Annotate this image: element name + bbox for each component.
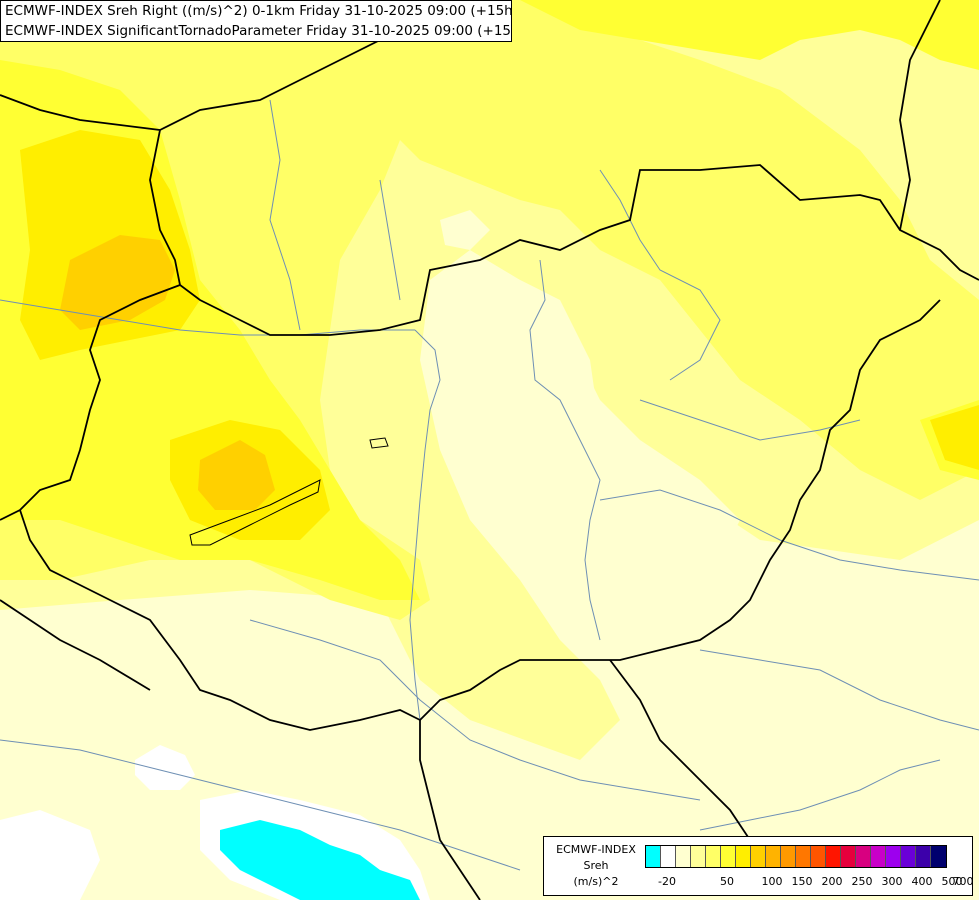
field-dark-region-2 [198,440,275,510]
legend-swatch [826,846,841,867]
river-danube-south [699,759,941,831]
river-drava [249,619,701,801]
legend-swatch [916,846,931,867]
border-bosnia [0,599,151,691]
field-cyan-region [220,820,420,900]
legend-swatch [766,846,781,867]
river-morava [269,99,301,331]
lake-balaton [189,479,321,546]
legend-param: Sreh [583,859,609,872]
legend-source: ECMWF-INDEX [556,843,636,856]
legend-swatch [736,846,751,867]
legend-swatch [706,846,721,867]
border-romania-serbia [419,299,941,721]
legend-tick-label: -20 [658,875,676,888]
legend-swatch [661,846,676,867]
field-white-patch-3 [0,810,100,900]
border-croatia-serbia [419,720,481,900]
legend-swatch [721,846,736,867]
field-dark-region [60,235,175,330]
legend-tick-label: 500 [941,875,963,888]
river-sava [0,739,521,871]
legend-swatch [781,846,796,867]
river-mures [599,489,979,581]
river-north [599,169,721,381]
river-vah [379,179,401,301]
legend-swatch [751,846,766,867]
legend-swatch [886,846,901,867]
legend-swatch [901,846,916,867]
map-title-box: ECMWF-INDEX Sreh Right ((m/s)^2) 0-1km F… [0,0,512,42]
legend-swatch [676,846,691,867]
river-southeast [699,649,979,731]
map-title-line-1: ECMWF-INDEX Sreh Right ((m/s)^2) 0-1km F… [5,3,511,19]
legend-swatch [691,846,706,867]
border-croatia [19,509,421,731]
legend-tick-label: 200 [821,875,843,888]
legend-tick-label: 250 [851,875,873,888]
legend-tick-label: 700 [952,875,974,888]
map-title-line-2: ECMWF-INDEX SignificantTornadoParameter … [5,23,511,39]
legend-tick-label: 400 [911,875,933,888]
legend-swatch [931,846,946,867]
legend-swatch [856,846,871,867]
legend-tick-label: 100 [761,875,783,888]
lake-small [369,437,389,449]
legend-tick-label: 50 [720,875,734,888]
river-danube [409,329,441,721]
legend-tick-label: 300 [881,875,903,888]
legend: ECMWF-INDEX Sreh (m/s)^2 -20 50 100 150 200 2… [543,836,974,896]
legend-swatch [796,846,811,867]
border-serbia-romania [609,659,751,841]
river-danube-west [0,299,415,336]
legend-swatch [871,846,886,867]
legend-swatch [811,846,826,867]
river-tisza [529,259,601,641]
border-austria-slovenia [0,284,181,521]
field-strong-region-3 [930,405,979,470]
legend-unit: (m/s)^2 [573,875,619,888]
legend-color-scale [645,845,947,868]
border-north [0,94,979,336]
field-yellow-region-north [520,0,979,70]
field-pale-corridor [430,270,740,600]
field-pale-north [440,210,490,250]
border-ukraine [899,0,941,231]
field-white-patch [135,745,195,790]
legend-ticks: -20 50 100 150 200 250 300 400 500 700 [645,875,973,889]
legend-swatch [646,846,661,867]
legend-tick-label: 150 [791,875,813,888]
legend-swatch [841,846,856,867]
